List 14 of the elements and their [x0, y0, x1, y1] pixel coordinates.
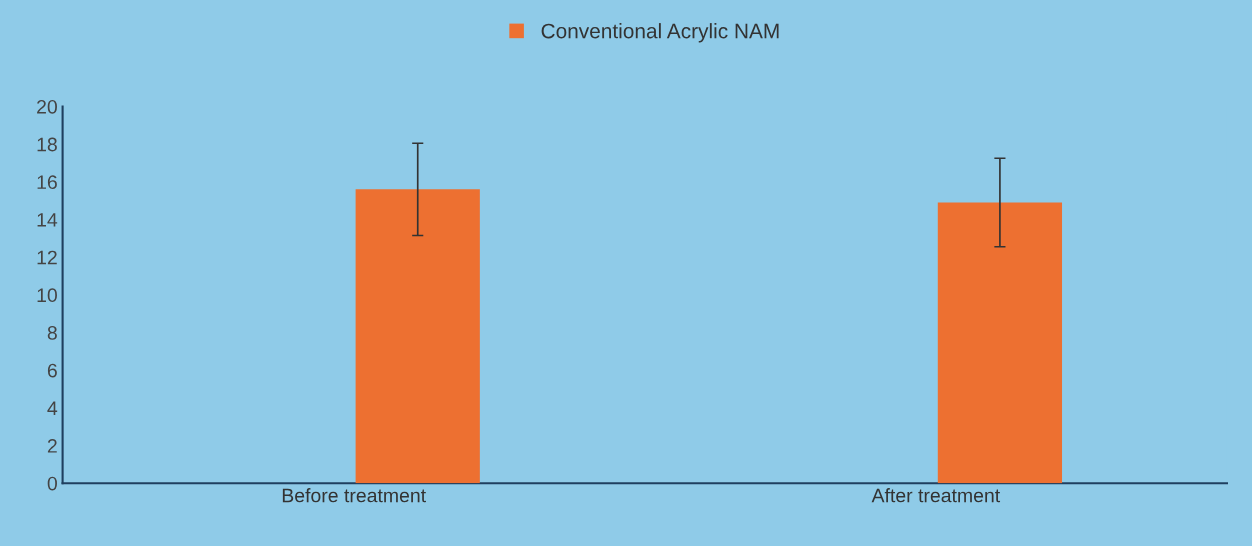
y-tick-label: 4: [47, 401, 58, 415]
y-tick-label: 20: [37, 99, 57, 114]
y-tick-label: 0: [47, 476, 57, 491]
y-tick-label: 16: [37, 175, 57, 190]
y-tick-label: 18: [37, 137, 57, 152]
x-tick-label: After treatment: [871, 488, 1001, 503]
y-tick-label: 12: [37, 250, 57, 265]
legend-label: Conventional Acrylic NAM: [541, 23, 779, 43]
y-tick-label: 8: [47, 325, 57, 340]
x-tick-label: Before treatment: [282, 488, 426, 503]
y-tick-label: 6: [47, 363, 57, 378]
y-tick-label: 10: [37, 288, 57, 303]
y-tick-label: 2: [47, 439, 57, 453]
y-tick-label: 14: [37, 213, 58, 227]
